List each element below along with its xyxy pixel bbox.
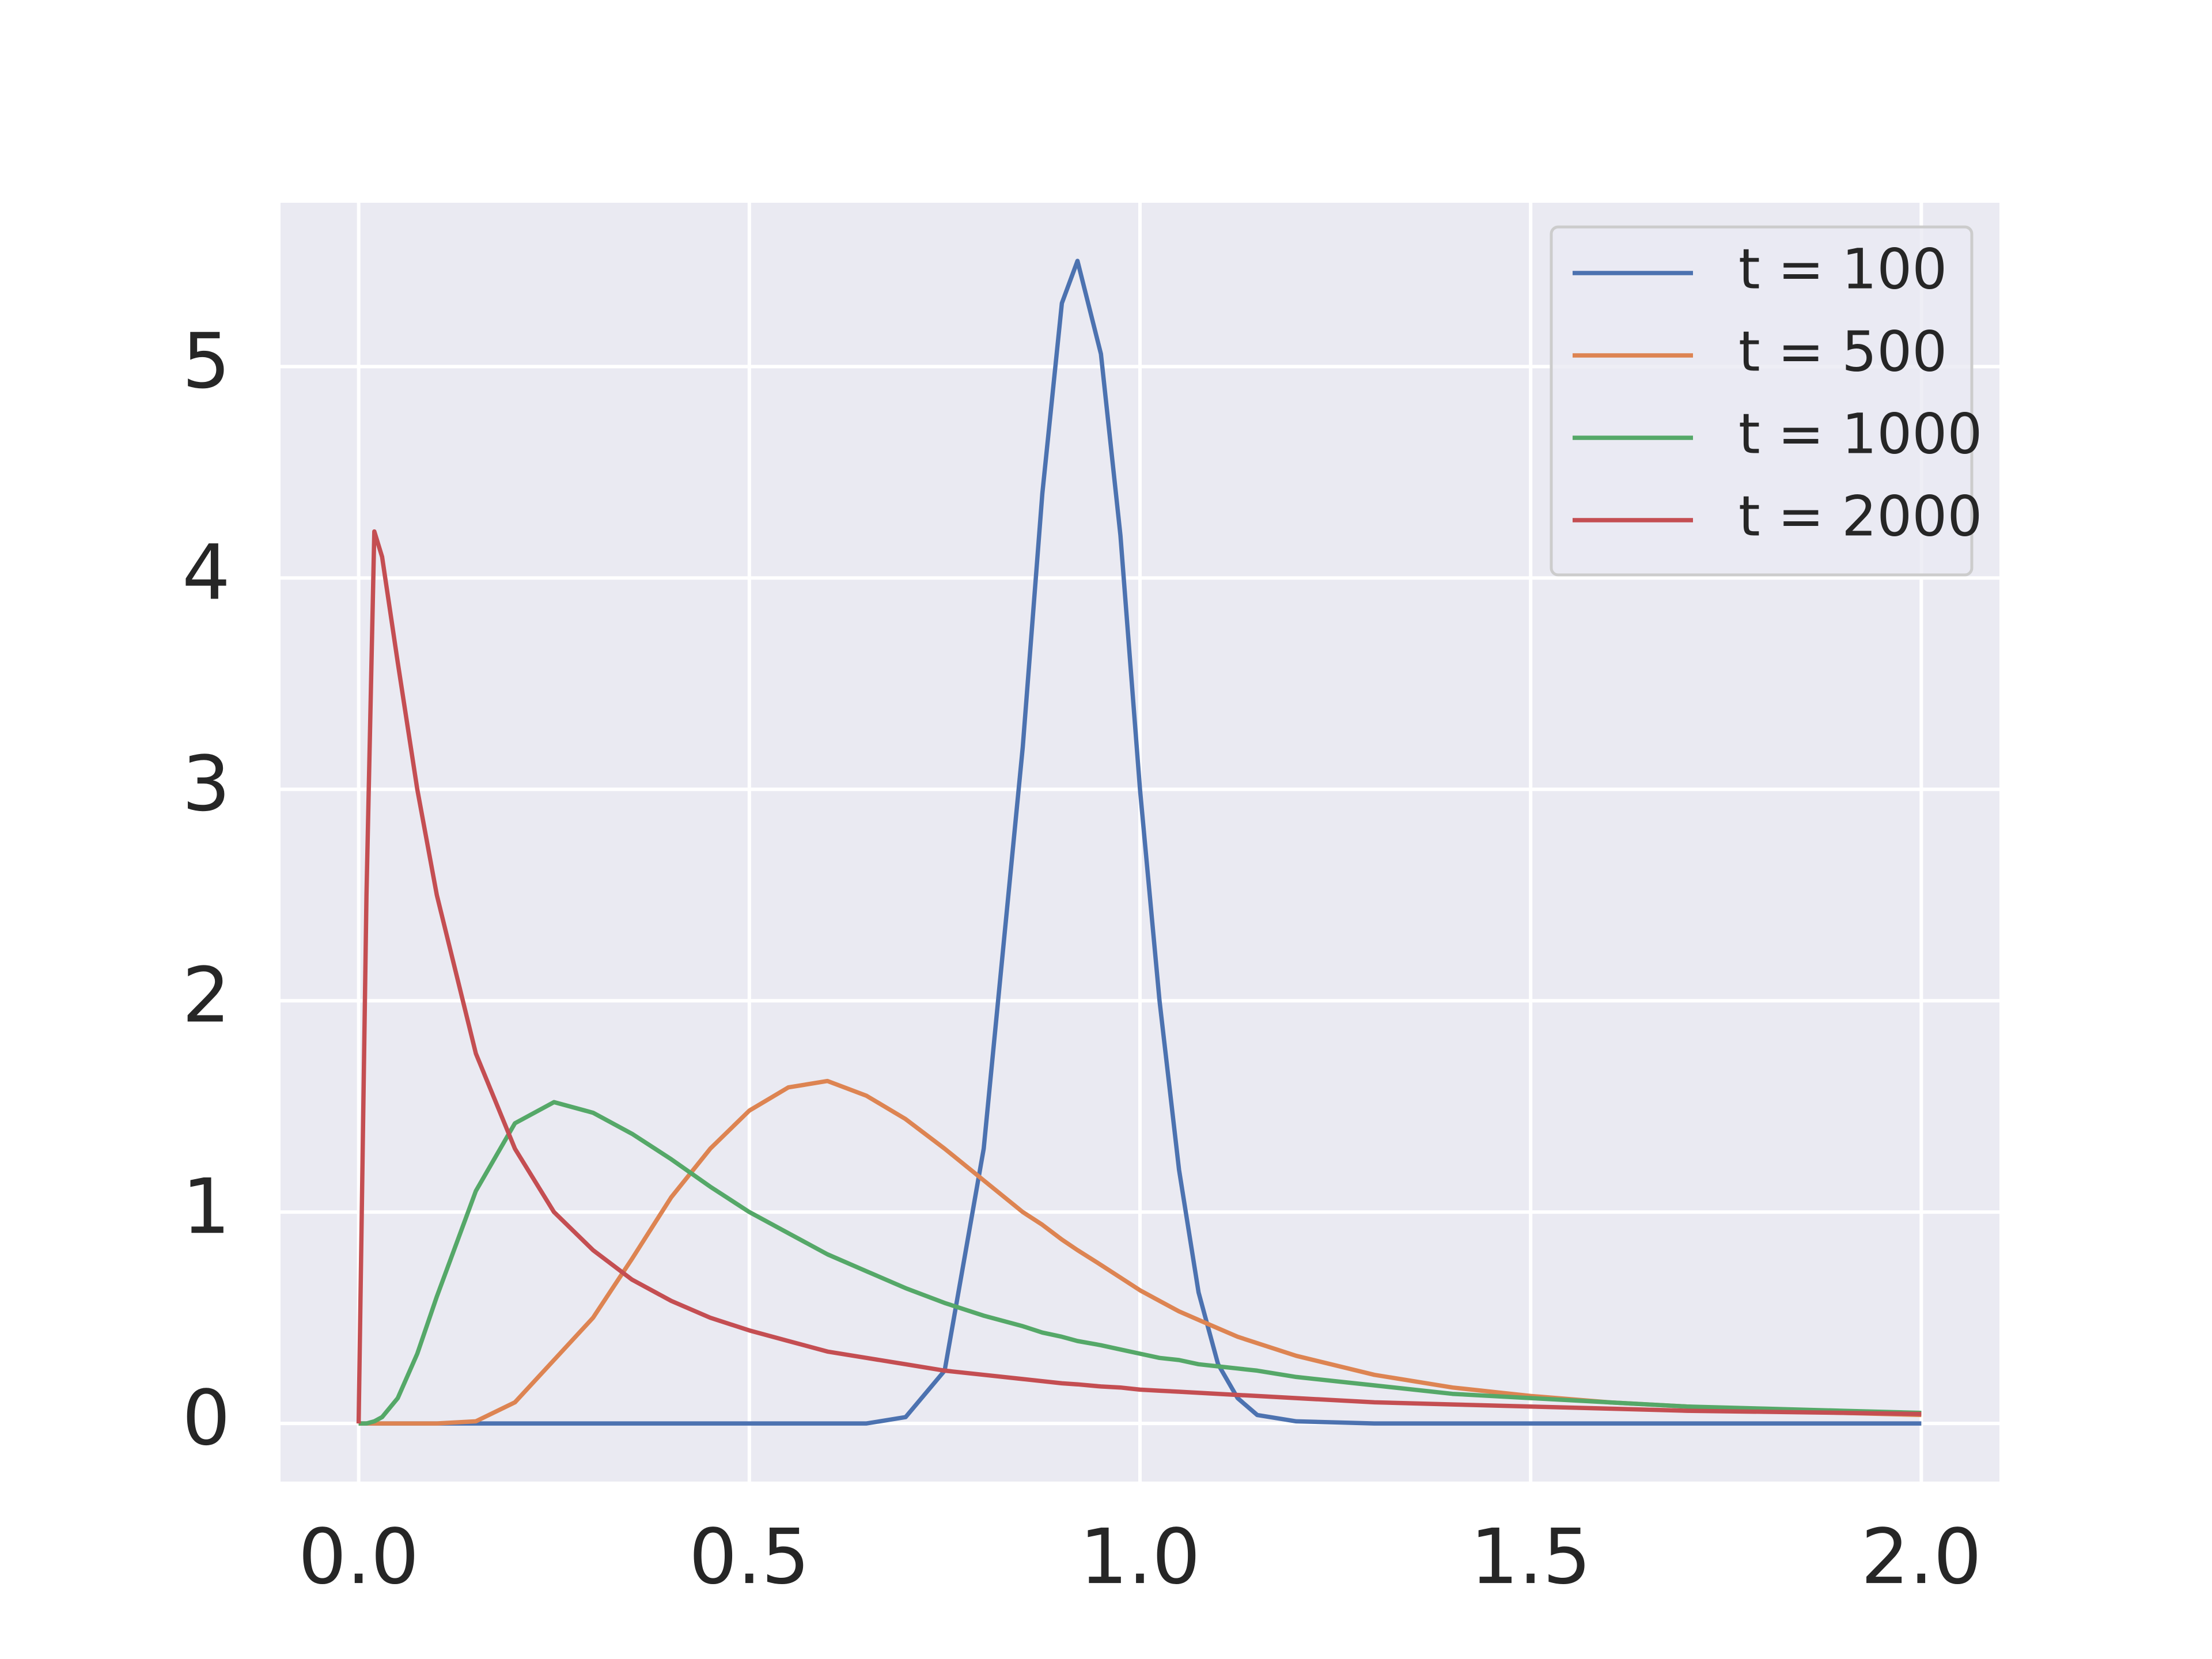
line-series [358, 1100, 1922, 1426]
line-series [358, 1078, 1922, 1426]
legend-label: t = 100 [1738, 237, 1947, 301]
y-tick-label: 3 [182, 740, 230, 828]
x-tick-label: 1.0 [1080, 1513, 1200, 1601]
x-tick-label: 1.5 [1470, 1513, 1591, 1601]
legend-label: t = 2000 [1738, 484, 1982, 548]
grid [281, 203, 1999, 1482]
y-tick-label: 0 [182, 1374, 230, 1463]
lines [356, 259, 1922, 1426]
legend: t = 100 t = 500 t = 1000 t = 2000 [1550, 225, 1982, 577]
y-tick-label: 1 [182, 1162, 230, 1251]
x-tick-label: 0.0 [298, 1513, 419, 1601]
x-tick-label: 2.0 [1861, 1513, 1982, 1601]
legend-label: t = 500 [1738, 319, 1947, 384]
line-series [356, 529, 1922, 1424]
y-tick-label: 4 [182, 528, 230, 617]
y-tick-label: 5 [182, 317, 230, 406]
legend-box [1550, 225, 1974, 577]
y-tick-label: 2 [182, 951, 230, 1040]
x-tick-label: 0.5 [689, 1513, 810, 1601]
legend-label: t = 1000 [1738, 402, 1982, 466]
